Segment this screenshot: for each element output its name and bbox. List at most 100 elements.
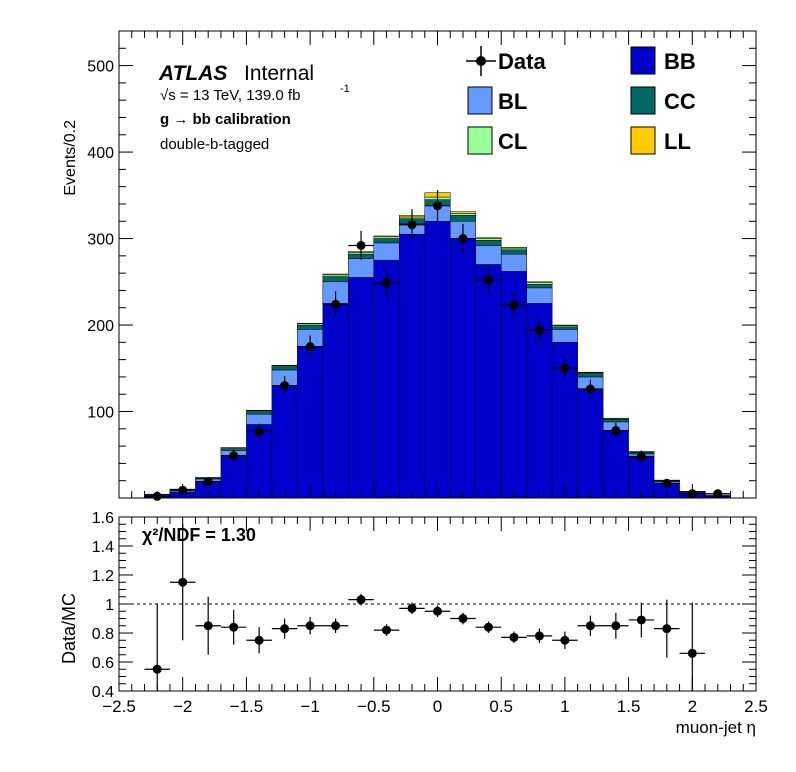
data-point bbox=[229, 451, 239, 461]
data-point bbox=[203, 477, 213, 487]
data-point bbox=[305, 342, 315, 352]
bar-bb bbox=[348, 277, 375, 499]
ratio-point bbox=[229, 622, 239, 632]
lumi-exponent: -1 bbox=[340, 83, 350, 95]
x-tick-label: 1 bbox=[560, 697, 569, 716]
legend-swatch-cc bbox=[630, 86, 656, 115]
ratio-point bbox=[687, 648, 697, 658]
ratio-point bbox=[636, 615, 646, 625]
y-tick-label: 100 bbox=[87, 405, 114, 422]
ratio-point bbox=[305, 621, 315, 631]
bar-ll bbox=[475, 237, 502, 239]
data-point bbox=[254, 426, 264, 436]
ratio-point bbox=[483, 622, 493, 632]
bar-bb bbox=[449, 238, 476, 499]
bar-bb bbox=[271, 385, 298, 499]
y-axis-label: Events/0.2 bbox=[62, 120, 79, 196]
ratio-y-tick-label: 1 bbox=[105, 597, 114, 614]
data-point bbox=[356, 240, 366, 250]
ratio-y-axis-label: Data/MC bbox=[59, 593, 79, 664]
bar-ll bbox=[373, 235, 400, 238]
legend-swatch-ll bbox=[630, 126, 656, 155]
legend-label-bl: BL bbox=[498, 89, 527, 114]
bar-cc bbox=[551, 326, 578, 330]
bar-bb bbox=[475, 264, 502, 499]
bar-cc bbox=[475, 240, 502, 246]
main-axes: 100 200 300 400 500 bbox=[87, 31, 757, 498]
bar-cc bbox=[246, 411, 273, 415]
ratio-point bbox=[433, 606, 442, 616]
ratio-y-tick-label: 0.6 bbox=[92, 655, 114, 672]
bar-bl bbox=[526, 287, 553, 304]
bar-bb bbox=[577, 389, 604, 499]
ratio-point bbox=[458, 614, 468, 623]
ratio-y-tick-label: 1.4 bbox=[92, 539, 114, 556]
ratio-point bbox=[152, 664, 162, 674]
bar-ll bbox=[449, 211, 476, 214]
data-point bbox=[382, 278, 392, 288]
x-tick-label: 2.5 bbox=[744, 697, 768, 716]
data-point bbox=[331, 299, 341, 309]
ratio-point bbox=[534, 631, 544, 641]
legend-data-marker bbox=[476, 56, 486, 66]
x-tick-label: −2.5 bbox=[102, 697, 136, 716]
ratio-point bbox=[280, 624, 290, 634]
legend-swatch-bb bbox=[630, 46, 656, 75]
bar-cc bbox=[500, 249, 527, 255]
data-point bbox=[280, 381, 290, 391]
x-axis-label: muon-jet η bbox=[676, 718, 756, 737]
bar-ll bbox=[500, 246, 527, 249]
bar-cl bbox=[373, 236, 400, 239]
bar-cc bbox=[373, 238, 400, 244]
process-label: g → bb calibration bbox=[160, 111, 291, 128]
ratio-point bbox=[356, 595, 366, 605]
bar-ll bbox=[526, 281, 553, 283]
data-point bbox=[433, 201, 442, 211]
x-tick-label: −1 bbox=[300, 697, 319, 716]
bar-bb bbox=[399, 233, 426, 499]
bar-cl bbox=[475, 238, 502, 241]
bar-bl bbox=[551, 329, 578, 343]
ratio-point bbox=[382, 625, 392, 635]
bar-cc bbox=[449, 214, 476, 222]
ratio-y-tick-label: 0.8 bbox=[92, 626, 114, 643]
ratio-point bbox=[331, 621, 341, 631]
y-tick-label: 300 bbox=[87, 232, 114, 249]
ratio-y-tick-label: 1.6 bbox=[92, 510, 114, 527]
bar-bl bbox=[348, 258, 375, 278]
bar-bl bbox=[475, 245, 502, 265]
bar-cl bbox=[322, 274, 349, 277]
bar-cc bbox=[271, 366, 298, 371]
ratio-y-tick-label: 1.2 bbox=[92, 568, 114, 585]
ratio-point bbox=[509, 632, 519, 642]
ratio-point bbox=[407, 603, 417, 613]
data-point bbox=[509, 300, 519, 310]
bar-cl bbox=[526, 282, 553, 285]
legend-label-bb: BB bbox=[664, 49, 696, 74]
bar-cc bbox=[322, 276, 349, 283]
stacked-histogram bbox=[144, 192, 731, 499]
bar-cc bbox=[602, 419, 629, 423]
data-point bbox=[585, 384, 595, 394]
ratio-point bbox=[662, 624, 672, 634]
chi2-label: χ²/NDF = 1.30 bbox=[142, 525, 256, 545]
data-point bbox=[534, 325, 544, 335]
legend-swatch-bl bbox=[467, 86, 493, 115]
bar-bl bbox=[373, 242, 400, 261]
bar-cl bbox=[449, 213, 476, 216]
y-tick-label: 400 bbox=[87, 145, 114, 162]
legend-label-ll: LL bbox=[664, 129, 691, 154]
ratio-point bbox=[560, 635, 570, 645]
x-tick-label: −2 bbox=[173, 697, 192, 716]
x-tick-label: 0 bbox=[433, 697, 442, 716]
x-tick-label: 0.5 bbox=[489, 697, 513, 716]
bar-cc bbox=[526, 284, 553, 289]
internal-label: Internal bbox=[244, 62, 314, 85]
x-tick-label: 1.5 bbox=[617, 697, 641, 716]
atlas-label: ATLAS bbox=[158, 62, 227, 85]
data-point bbox=[458, 234, 468, 244]
bar-bl bbox=[500, 253, 527, 272]
selection-label: double-b-tagged bbox=[160, 136, 269, 153]
data-point bbox=[662, 478, 672, 488]
ratio-point bbox=[203, 621, 213, 631]
